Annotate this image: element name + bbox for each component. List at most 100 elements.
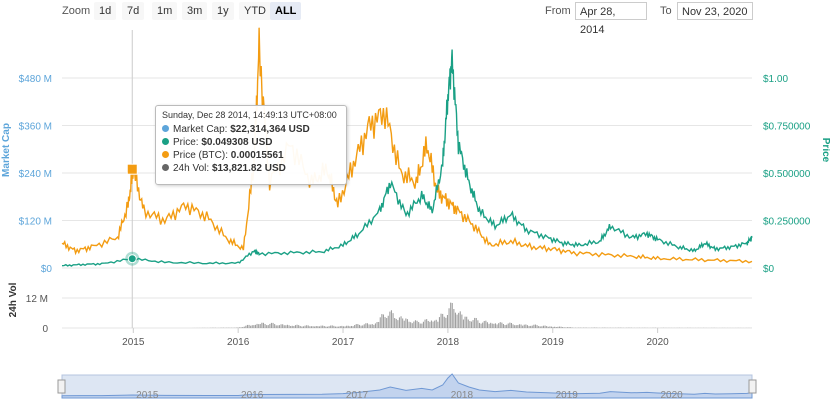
volume-bar [314,326,316,328]
volume-bar [485,320,487,328]
left-tick-label: $120 M [19,217,52,228]
volume-bar [544,325,546,328]
to-date-input[interactable]: Nov 23, 2020 [677,2,753,20]
volume-bar [398,317,401,328]
volume-bar [326,326,329,328]
right-tick-label: $1.00 [763,74,788,85]
volume-bar [560,326,562,328]
volume-bar [496,324,498,328]
volume-bar [550,326,553,328]
volume-bar [434,320,436,328]
volume-bar [450,302,452,328]
volume-bar [272,322,274,328]
volume-bar [290,325,292,328]
volume-series [192,302,753,328]
volume-bar [421,323,423,328]
navigator[interactable]: 2015 2016 2017 2018 2019 2020 [57,373,757,400]
navigator-tick-label: 2018 [451,390,474,400]
tooltip-value: $22,314,364 USD [230,124,310,135]
volume-bar [331,325,333,328]
right-axis-title: Price [820,138,830,163]
volume-bar [549,326,551,328]
volume-bar [510,322,513,328]
volume-bar [499,322,501,328]
volume-bar [408,321,410,328]
volume-bar [336,326,338,328]
to-label: To [660,5,672,17]
volume-bar [546,326,548,328]
volume-bar [482,322,484,328]
volume-bar [536,325,538,328]
zoom-7d-button[interactable]: 7d [122,2,145,20]
volume-bar [285,325,287,328]
volume-bar [384,317,386,328]
from-date-input[interactable]: Apr 28, 2014 [575,2,647,36]
tooltip-value: $0.049308 USD [201,137,273,148]
volume-bar [490,322,492,328]
left-tick-label: $240 M [19,169,52,180]
volume-bar [531,325,533,328]
left-tick-label: $480 M [19,74,52,85]
volume-bar [392,313,394,328]
volume-bar [282,324,284,328]
volume-bar [246,324,249,328]
price-btc-dot-icon [162,151,169,158]
tooltip-value: $13,821.82 USD [211,163,286,174]
volume-bar [342,326,345,328]
x-tick-label: 2018 [437,337,460,348]
volume-bar [424,319,426,328]
volume-bar [483,320,485,328]
volume-bar [563,327,565,328]
volume-bar [493,323,495,328]
volume-axis-title: 24h Vol [8,282,19,317]
volume-bar [256,323,258,328]
volume-bar [304,325,306,328]
volume-bar [360,325,362,328]
zoom-1m-button[interactable]: 1m [152,2,178,20]
volume-bar [270,322,273,328]
x-tick-label: 2016 [227,337,250,348]
volume-bar [346,325,348,328]
navigator-tick-label: 2020 [660,390,683,400]
volume-bar [320,325,322,328]
navigator-right-handle [748,379,757,394]
volume-bar [266,325,268,328]
zoom-all-button[interactable]: ALL [270,2,302,20]
volume-bar [298,325,300,328]
volume-bar [258,324,260,328]
volume-bar [437,321,439,328]
tooltip-label: Price (BTC): [173,150,228,161]
volume-bar [451,302,453,328]
tooltip-row-price-btc: Price (BTC): 0.00015561 [162,149,340,162]
volume-bar [432,321,434,328]
zoom-1d-button[interactable]: 1d [94,2,117,20]
x-tick-label: 2015 [122,337,145,348]
volume-bar [365,323,367,328]
volume-bar [405,318,407,328]
volume-bar [475,317,477,328]
volume-bar [296,324,298,328]
volume-bar [422,321,425,328]
volume-bar [344,326,346,328]
volume-bar [400,316,402,328]
volume-bar [459,311,461,328]
volume-bar [507,323,509,328]
zoom-1y-button[interactable]: 1y [212,2,234,20]
volume-bar [480,323,482,328]
volume-dot-icon [162,164,169,171]
volume-bar [533,324,535,328]
volume-bar [286,324,289,328]
volume-tick-label: 0 [42,324,48,335]
price-btc-series-line [61,27,753,264]
volume-bar [291,325,293,328]
volume-bar [406,319,409,328]
volume-bar [515,325,517,328]
volume-bar [387,315,389,328]
zoom-3m-button[interactable]: 3m [182,2,208,20]
zoom-ytd-button[interactable]: YTD [239,2,271,20]
volume-bar [414,320,417,328]
volume-bar [379,317,381,328]
volume-bar [312,326,314,328]
volume-bar [562,327,564,328]
